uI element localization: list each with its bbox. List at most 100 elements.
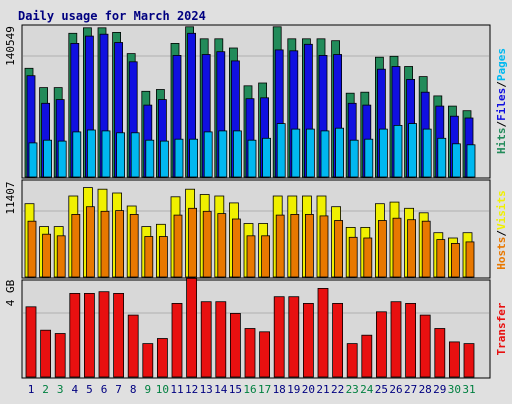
transfer-bar [98,291,110,378]
pages-bar [305,128,315,178]
pages-bar [159,140,169,178]
pages-bar [218,130,228,178]
pages-bar [437,137,447,178]
hosts-bar [465,241,475,278]
day-label: 26 [389,383,402,396]
transfer-bar [156,338,168,378]
hosts-bar [56,235,66,278]
hosts-bar [363,237,373,278]
transfer-bar [40,329,51,378]
day-label: 31 [462,383,475,396]
hosts-bar [319,215,329,278]
hosts-bar [71,213,81,278]
transfer-bar [113,292,124,378]
day-label: 19 [287,383,300,396]
hosts-bar [100,210,110,278]
hosts-bar [158,236,168,278]
transfer-bar [54,333,66,378]
day-label: 7 [115,383,122,396]
transfer-bar [84,292,95,378]
pages-bar [72,131,82,178]
day-label: 2 [42,383,49,396]
pages-bar [276,123,286,178]
pages-bar [247,139,257,178]
day-label: 5 [86,383,93,396]
day-label: 20 [302,383,315,396]
transfer-bar [361,334,373,378]
transfer-bar [200,301,212,378]
pages-bar [145,139,155,178]
transfer-bar [186,277,198,378]
hits-legend: Hits/Files/Pages [495,48,508,154]
visits-y-tick-label: 11407 [4,181,17,214]
transfer-bar [405,302,417,378]
day-label: 4 [71,383,78,396]
legend-transfer-label: Transfer [495,302,508,355]
pages-bar [203,131,213,178]
day-label: 24 [360,383,374,396]
pages-bar [364,138,374,178]
transfer-bar [419,314,431,378]
day-label: 25 [375,383,388,396]
hosts-bar [421,220,431,278]
day-label: 3 [57,383,64,396]
hosts-bar [334,220,344,278]
pages-bar [451,143,461,178]
transfer-bar [390,301,402,378]
day-label: 28 [419,383,432,396]
day-label: 10 [156,383,169,396]
transfer-bar [25,306,37,378]
hosts-bar [115,210,124,278]
hosts-bar [407,219,417,278]
day-label: 17 [258,383,271,396]
day-label: 30 [448,383,461,396]
pages-bar [43,139,52,178]
svg-text:Hits/Files/Pages: Hits/Files/Pages [495,48,508,154]
legend-hits-label: Hits [495,128,508,155]
day-label: 29 [433,383,446,396]
pages-bar [57,140,67,178]
day-label: 9 [144,383,151,396]
day-label: 27 [404,383,417,396]
day-labels: 1 2 3 4 5 6 7 8 9 10 11 12 13 14 15 16 17 18 19 20 21 22 23 24 2… [28,383,476,396]
pages-bar [378,128,388,178]
hosts-bar [377,220,387,278]
hosts-bar [304,213,314,278]
pages-bar [408,123,418,178]
transfer-bar [142,343,154,378]
pages-bar [28,142,38,178]
transfer-bar [448,341,460,378]
legend-files-label: Files [495,88,508,121]
day-label: 8 [130,383,137,396]
hosts-bar [173,214,183,278]
day-label: 13 [200,383,213,396]
transfer-bar [302,302,314,378]
pages-bar [189,138,199,178]
transfer-bar [375,311,387,378]
pages-bar [393,125,403,178]
pages-bar [232,130,242,178]
pages-bar [422,128,432,178]
transfer-bar [273,296,285,378]
pages-bar [349,139,359,178]
pages-bar [130,132,140,178]
hosts-bar [392,217,402,278]
transfer-bar [229,312,241,378]
transfer-bar [127,314,139,378]
transfer-bar [317,287,329,378]
transfer-bar [463,343,475,378]
day-label: 16 [243,383,256,396]
transfer-y-tick-label: 4 GB [4,279,17,306]
hosts-bar [27,220,37,278]
hosts-bar [42,233,51,278]
pages-bar [87,129,96,178]
legend-visits-label: Visits [495,190,508,230]
pages-bar [291,128,301,178]
hosts-bar [450,242,460,278]
day-label: 11 [170,383,183,396]
hosts-bar [129,213,139,278]
day-label: 22 [331,383,344,396]
transfer-bar [69,292,81,378]
